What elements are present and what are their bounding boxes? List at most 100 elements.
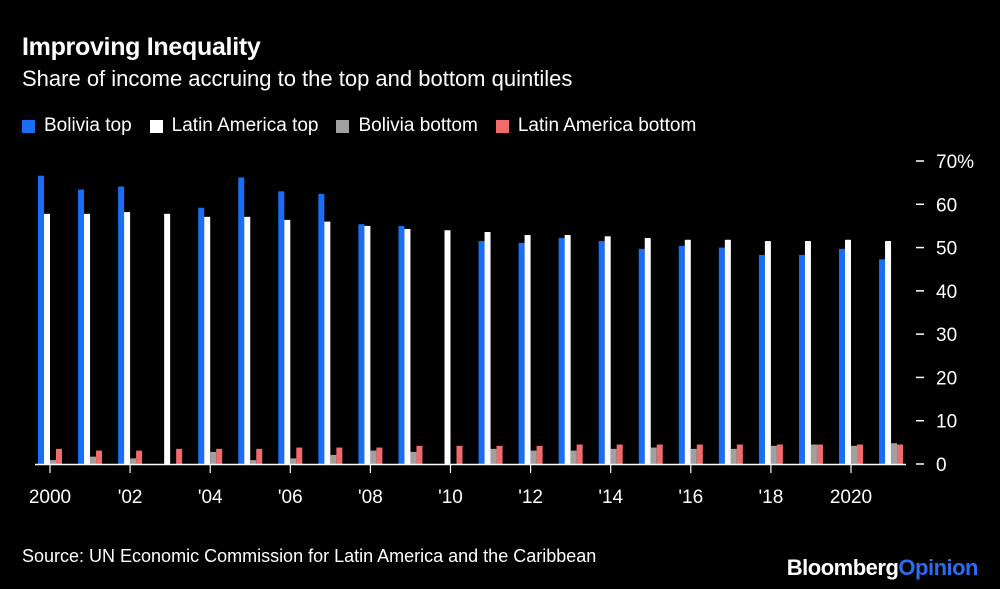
bar-latin-america-top-2021 — [885, 241, 892, 464]
bar-bolivia-top-2014 — [598, 241, 605, 464]
bar-latin-america-top-2015 — [644, 238, 651, 464]
bar-bolivia-bottom-2015 — [650, 447, 657, 464]
bar-bolivia-bottom-2017 — [730, 448, 737, 464]
bar-latin-america-bottom-2004 — [216, 448, 223, 464]
bar-bolivia-bottom-2001 — [90, 456, 97, 464]
bar-bolivia-bottom-2016 — [690, 448, 697, 464]
bar-bolivia-top-2002 — [118, 186, 125, 464]
bar-bolivia-top-2012 — [518, 242, 525, 464]
bar-latin-america-top-2017 — [724, 239, 731, 464]
bar-latin-america-bottom-2010 — [456, 445, 463, 464]
bar-latin-america-bottom-2020 — [857, 444, 863, 464]
bar-latin-america-bottom-2002 — [136, 450, 143, 464]
y-tick-label: 20 — [936, 368, 957, 389]
x-tick-label: '10 — [438, 487, 463, 508]
bar-latin-america-top-2010 — [444, 230, 451, 464]
bar-latin-america-top-2007 — [324, 221, 331, 464]
bar-bolivia-bottom-2004 — [210, 451, 217, 464]
bar-latin-america-bottom-2006 — [296, 447, 303, 464]
bar-latin-america-top-2002 — [124, 212, 131, 464]
bar-latin-america-bottom-2021 — [897, 444, 904, 464]
source-note: Source: UN Economic Commission for Latin… — [22, 546, 597, 566]
bar-bolivia-top-2020 — [839, 248, 845, 464]
bar-latin-america-bottom-2003 — [176, 448, 183, 464]
bar-bolivia-top-2008 — [358, 224, 365, 464]
y-tick-label: 0 — [936, 455, 947, 476]
bar-bolivia-bottom-2000 — [50, 460, 56, 464]
x-tick-label: '16 — [678, 487, 703, 508]
bar-latin-america-top-2005 — [244, 216, 251, 464]
bar-bolivia-top-2007 — [318, 193, 325, 464]
y-tick-label: 50 — [936, 239, 957, 260]
bar-bolivia-top-2017 — [718, 247, 725, 464]
bar-latin-america-top-2001 — [84, 213, 91, 464]
x-tick-label: '06 — [278, 487, 303, 508]
bar-latin-america-top-2008 — [364, 225, 371, 464]
bar-bolivia-bottom-2002 — [130, 458, 137, 464]
bar-latin-america-top-2013 — [564, 235, 571, 464]
bar-bolivia-bottom-2009 — [410, 451, 417, 464]
bloomberg-opinion-logo: BloombergOpinion — [786, 555, 979, 581]
bar-latin-america-bottom-2001 — [96, 450, 103, 464]
bar-latin-america-bottom-2014 — [616, 444, 623, 464]
legend-item-latam-bottom: Latin America bottom — [495, 115, 697, 137]
bar-latin-america-bottom-2018 — [776, 444, 783, 464]
legend-label: Latin America top — [171, 115, 319, 136]
bar-latin-america-top-2000 — [44, 213, 50, 464]
x-tick-label: 2020 — [830, 487, 872, 508]
bar-bolivia-bottom-2007 — [330, 454, 337, 464]
legend-swatch — [149, 119, 163, 133]
legend-item-latam-top: Latin America top — [149, 115, 319, 137]
x-tick-label: '08 — [358, 487, 383, 508]
bar-latin-america-top-2014 — [604, 236, 611, 464]
bar-bolivia-bottom-2021 — [891, 443, 898, 464]
bar-bolivia-top-2004 — [198, 207, 205, 464]
bar-latin-america-bottom-2005 — [256, 448, 263, 464]
bar-latin-america-top-2009 — [404, 228, 411, 464]
bar-latin-america-top-2004 — [204, 216, 211, 464]
bar-bolivia-bottom-2013 — [570, 450, 577, 464]
y-tick-label: 70% — [936, 152, 974, 173]
logo-brand: Bloomberg — [786, 555, 899, 580]
legend-swatch — [495, 119, 509, 133]
chart-title: Improving Inequality — [22, 33, 261, 61]
x-tick-label: '02 — [118, 487, 143, 508]
legend-swatch — [336, 119, 350, 133]
bar-bolivia-bottom-2005 — [250, 460, 257, 464]
bar-bolivia-bottom-2020 — [851, 445, 857, 464]
bar-latin-america-bottom-2007 — [336, 447, 343, 464]
bar-bolivia-bottom-2019 — [810, 444, 817, 464]
bar-latin-america-top-2006 — [284, 219, 291, 464]
bar-latin-america-top-2012 — [524, 235, 531, 464]
bar-bolivia-top-2009 — [398, 225, 405, 464]
bar-bolivia-bottom-2006 — [290, 458, 297, 464]
bar-bolivia-bottom-2018 — [770, 445, 777, 464]
legend-label: Bolivia top — [44, 115, 132, 136]
x-tick-label: '12 — [518, 487, 543, 508]
bar-bolivia-top-2016 — [678, 245, 685, 464]
y-tick-label: 30 — [936, 325, 957, 346]
legend: Bolivia top Latin America top Bolivia bo… — [22, 115, 696, 137]
bar-bolivia-bottom-2011 — [490, 448, 497, 464]
bar-latin-america-top-2016 — [684, 239, 691, 464]
y-tick-label: 40 — [936, 282, 957, 303]
bar-bolivia-top-2018 — [758, 254, 765, 464]
bar-bolivia-top-2015 — [638, 248, 645, 464]
bar-latin-america-bottom-2000 — [56, 448, 62, 464]
bar-latin-america-top-2020 — [845, 239, 851, 464]
bar-bolivia-top-2013 — [558, 238, 565, 464]
x-tick-label: '18 — [759, 487, 784, 508]
x-tick-label: '14 — [598, 487, 623, 508]
bar-bolivia-top-2019 — [798, 254, 805, 464]
bar-bolivia-top-2021 — [879, 259, 886, 464]
bar-latin-america-bottom-2009 — [416, 445, 423, 464]
bar-latin-america-bottom-2012 — [536, 445, 543, 464]
bar-latin-america-top-2018 — [764, 241, 771, 464]
y-tick-label: 10 — [936, 412, 957, 433]
bar-bolivia-bottom-2014 — [610, 448, 617, 464]
x-tick-label: 2000 — [29, 487, 71, 508]
bar-bolivia-bottom-2008 — [370, 450, 377, 464]
legend-label: Latin America bottom — [517, 115, 697, 136]
y-tick-label: 60 — [936, 195, 957, 216]
